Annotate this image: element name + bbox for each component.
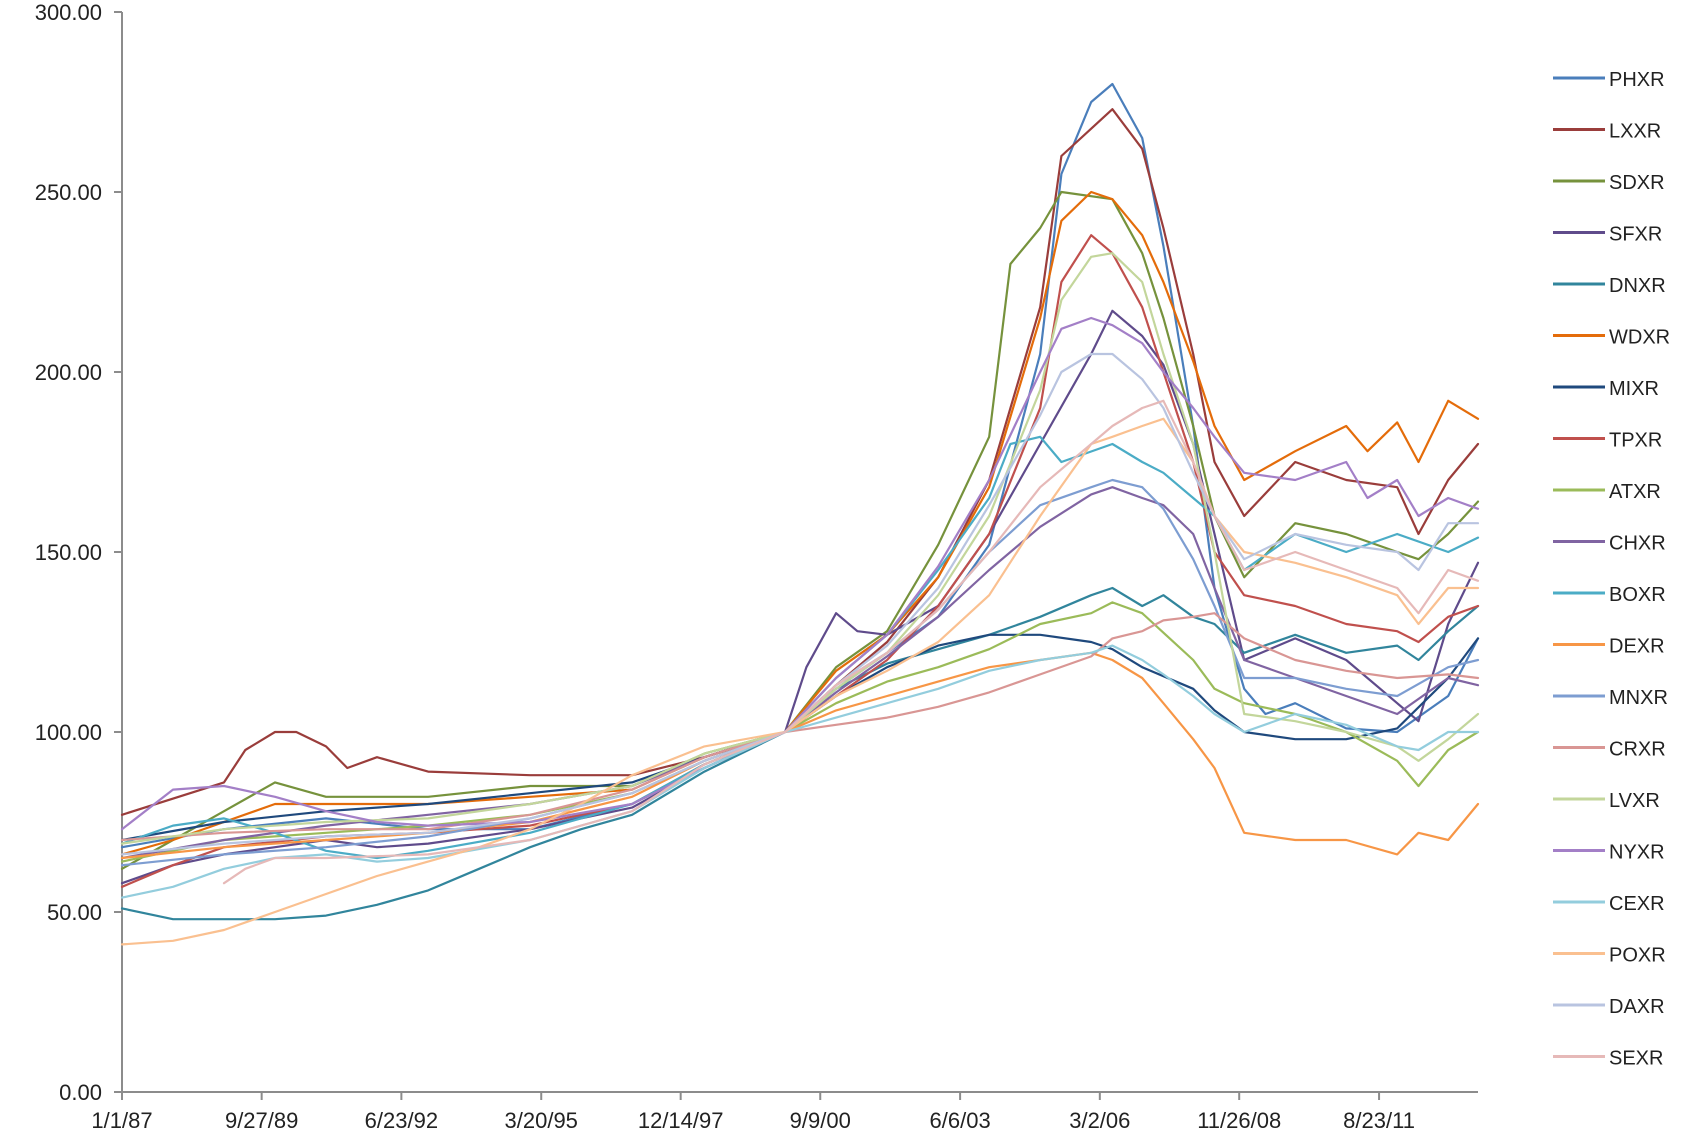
series-line-chxr [120,486,1480,860]
legend: PHXR LXXR SDXR SFXR DNXR WDXR MIXR TPXR ATXR CHXR… [1553,69,1670,1070]
series-line-mnxr [120,478,1480,867]
legend-label: NYXR [1609,842,1665,864]
y-tick-label: 100.00 [35,720,102,745]
x-tick-label: 8/23/11 [1343,1108,1415,1133]
legend-label: CEXR [1609,893,1665,915]
series-line-dnxr [120,586,1480,921]
y-tick-label: 50.00 [47,900,102,925]
legend-label: MIXR [1609,378,1659,400]
x-tick-label: 9/9/00 [790,1108,851,1133]
series-line-boxr [120,435,1480,860]
legend-label: PHXR [1609,69,1665,91]
legend-label: MNXR [1609,687,1668,709]
series-line-tpxr [120,234,1480,888]
legend-label: SFXR [1609,224,1662,246]
y-tick-label: 150.00 [35,540,102,565]
legend-label: SEXR [1609,1048,1663,1070]
legend-label: WDXR [1609,327,1670,349]
series-line-nyxr [120,316,1480,831]
legend-label: ATXR [1609,481,1661,503]
legend-label: LXXR [1609,121,1661,143]
series-line-crxr [120,612,1480,842]
series-line-wdxr [120,190,1480,856]
x-axis: 1/1/87 9/27/89 6/23/92 3/20/95 12/14/97 9/9/0… [91,1091,1478,1133]
y-tick-label: 200.00 [35,360,102,385]
x-tick-label: 3/20/95 [505,1108,578,1133]
legend-label: BOXR [1609,584,1666,606]
legend-label: POXR [1609,945,1666,967]
series-line-mixr [120,633,1480,842]
y-tick-label: 250.00 [35,180,102,205]
legend-label: DAXR [1609,996,1665,1018]
legend-label: LVXR [1609,790,1660,812]
legend-label: CRXR [1609,739,1666,761]
legend-label: SDXR [1609,172,1665,194]
series-line-phxr [120,82,1480,849]
x-tick-label: 11/26/08 [1197,1108,1281,1133]
x-tick-label: 6/23/92 [365,1108,438,1133]
series-line-lvxr [120,252,1480,845]
series-line-poxr [120,417,1480,946]
series-line-daxr [120,352,1480,856]
series-line-sdxr [120,190,1480,870]
series-layer [120,82,1480,946]
y-axis: 0.00 50.00 100.00 150.00 200.00 250.00 300.00 [35,0,123,1105]
x-tick-label: 3/2/06 [1069,1108,1130,1133]
x-tick-label: 12/14/97 [638,1108,724,1133]
legend-label: CHXR [1609,533,1666,555]
x-tick-label: 6/6/03 [930,1108,991,1133]
x-tick-label: 1/1/87 [91,1108,152,1133]
legend-label: TPXR [1609,430,1662,452]
x-tick-label: 9/27/89 [225,1108,298,1133]
y-tick-label: 300.00 [35,0,102,25]
legend-label: DNXR [1609,275,1666,297]
legend-label: DEXR [1609,636,1665,658]
series-line-sexr [222,399,1480,885]
y-tick-label: 0.00 [59,1080,102,1105]
series-line-cexr [120,644,1480,899]
